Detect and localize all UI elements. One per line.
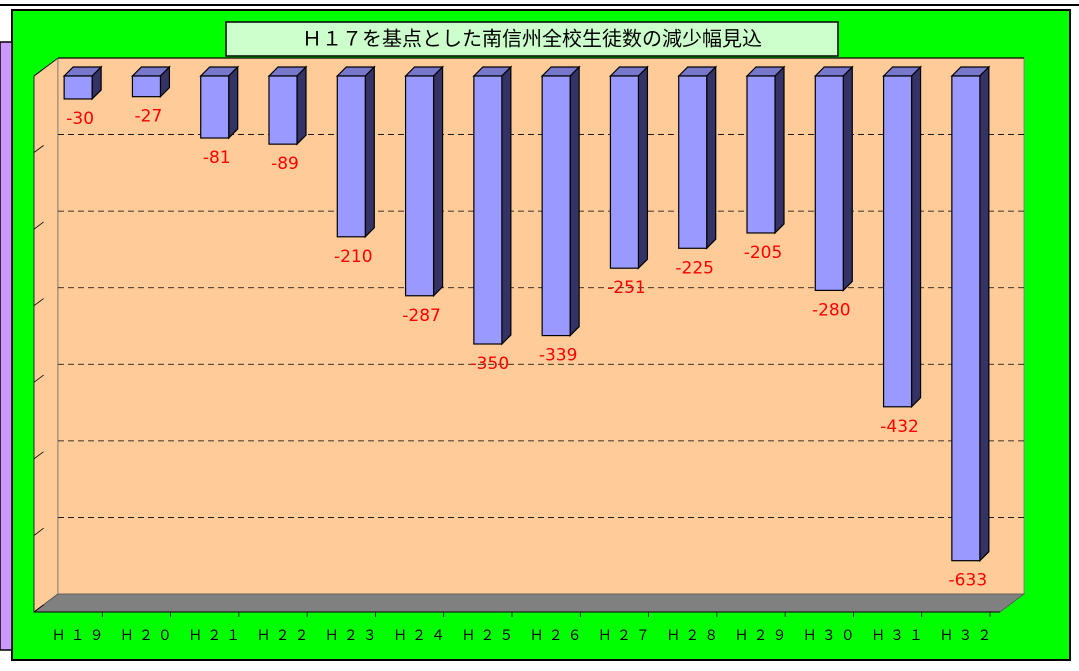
bar-side — [910, 65, 922, 409]
x-tick-label: Ｈ２５ — [461, 628, 518, 644]
tick-mark — [33, 374, 44, 383]
bar-side — [637, 65, 649, 270]
bar-front — [951, 75, 981, 562]
data-label: -81 — [203, 148, 231, 168]
bar-front — [200, 75, 230, 139]
x-tick-label: Ｈ２１ — [188, 628, 245, 644]
x-tick-label: Ｈ２４ — [393, 628, 450, 644]
x-tick-label: Ｈ２３ — [325, 628, 382, 644]
bar-side — [501, 65, 512, 346]
bar — [267, 65, 308, 146]
title-box — [225, 21, 839, 57]
side-panel — [0, 41, 13, 651]
data-label: -287 — [402, 306, 441, 326]
bar-front — [268, 75, 298, 145]
floor — [32, 593, 1026, 613]
tick-mark — [33, 68, 44, 77]
bar — [62, 65, 103, 101]
side-wall — [33, 57, 59, 613]
x-tick-label: Ｈ２２ — [257, 628, 314, 644]
bar — [677, 65, 718, 250]
bar-front — [473, 75, 503, 345]
x-tick-label: Ｈ１９ — [52, 628, 109, 644]
tick-mark — [33, 527, 44, 536]
bar-side — [569, 65, 580, 338]
x-tick-label: Ｈ２６ — [530, 628, 587, 644]
chart-title: Ｈ１７を基点とした南信州全校生徒数の減少幅見込 — [302, 27, 762, 51]
data-label: -280 — [812, 300, 851, 320]
data-label: -339 — [539, 346, 578, 366]
bar — [608, 65, 649, 270]
bar-front — [131, 75, 162, 98]
back-wall — [57, 57, 1025, 595]
tick-mark — [33, 221, 44, 230]
plot-area: Ｈ１９ -30 Ｈ２０ -27 Ｈ２１ -81 Ｈ２２ -89 Ｈ２３ -210 Ｈ２４ -287 Ｈ２… — [32, 57, 1026, 644]
data-label: -30 — [66, 109, 94, 129]
bar-front — [541, 75, 571, 337]
tick-mark — [33, 298, 44, 307]
bar-side — [979, 65, 990, 563]
bar — [335, 65, 376, 239]
data-label: -205 — [744, 243, 783, 263]
bar-front — [609, 75, 640, 269]
bar — [404, 65, 445, 298]
bar-side — [364, 65, 375, 239]
bar — [472, 65, 513, 346]
x-tick-label: Ｈ２０ — [120, 628, 177, 644]
bar-side — [432, 65, 444, 298]
data-label: -432 — [880, 417, 919, 437]
bar-front — [404, 75, 435, 297]
bar-front — [746, 75, 776, 234]
bar-side — [842, 65, 853, 292]
data-label: -89 — [271, 154, 299, 174]
data-label: -633 — [949, 571, 988, 591]
data-label: -350 — [471, 354, 510, 374]
x-tick-label: Ｈ２９ — [735, 628, 792, 644]
x-tick-label: Ｈ３１ — [871, 628, 928, 644]
x-tick-label: Ｈ３０ — [803, 628, 860, 644]
bar-side — [228, 65, 239, 140]
tick-mark — [33, 451, 44, 460]
bar — [199, 65, 240, 140]
x-tick-label: Ｈ３２ — [939, 628, 996, 644]
bar — [813, 65, 854, 292]
tick-mark — [33, 145, 44, 153]
x-tick-label: Ｈ２７ — [598, 628, 655, 644]
bar-front — [882, 75, 913, 408]
bar — [540, 65, 581, 338]
bar-front — [678, 75, 708, 249]
bar-front — [63, 75, 93, 100]
bar — [950, 65, 991, 563]
bar — [882, 65, 923, 409]
bar — [130, 65, 171, 99]
bar-side — [706, 65, 717, 250]
bar-side — [296, 65, 307, 146]
data-label: -225 — [675, 258, 714, 278]
data-label: -27 — [135, 107, 163, 127]
bar — [745, 65, 786, 235]
x-tick-label: Ｈ２８ — [666, 628, 723, 644]
bar-side — [774, 65, 785, 235]
bar-front — [336, 75, 366, 238]
bar-front — [814, 75, 844, 291]
data-label: -251 — [607, 278, 646, 298]
tick-mark — [33, 604, 44, 613]
data-label: -210 — [334, 247, 373, 267]
